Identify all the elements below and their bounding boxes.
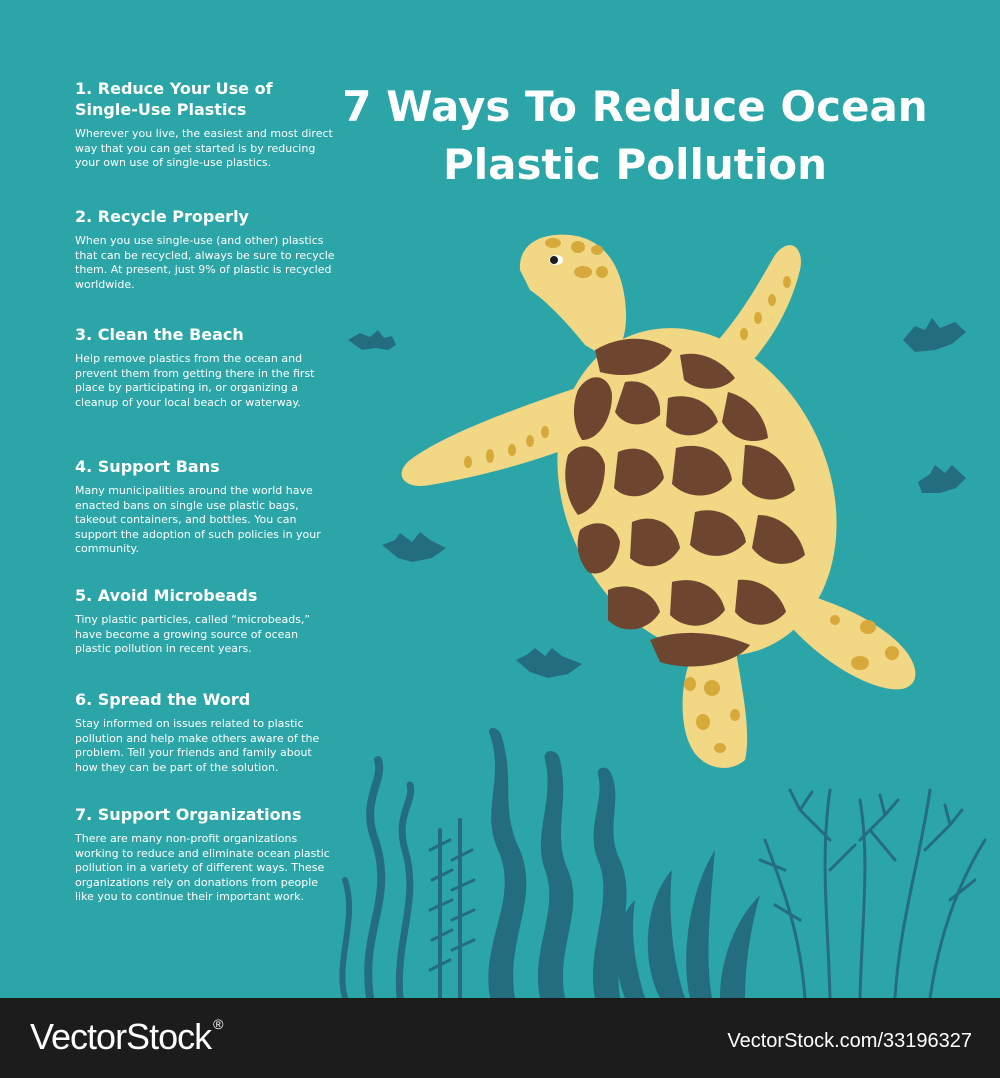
tip-body: Help remove plastics from the ocean and … (75, 352, 315, 409)
seaweed-illustration (339, 756, 987, 998)
tip-body: Wherever you live, the easiest and most … (75, 127, 333, 170)
tip-heading: 1. Reduce Your Use of Single-Use Plastic… (75, 79, 273, 119)
tip-item: 5. Avoid Microbeads Tiny plastic particl… (75, 585, 337, 657)
tip-item: 1. Reduce Your Use of Single-Use Plastic… (75, 78, 337, 171)
tip-body: Stay informed on issues related to plast… (75, 717, 320, 774)
tip-item: 6. Spread the Word Stay informed on issu… (75, 689, 337, 775)
tip-body: Many municipalities around the world hav… (75, 484, 321, 556)
tip-heading: 4. Support Bans (75, 457, 220, 476)
fish-icon (348, 318, 966, 678)
infographic-poster: 7 Ways To Reduce Ocean Plastic Pollution… (75, 78, 987, 998)
image-id: VectorStock.com/33196327 (727, 1030, 972, 1052)
tip-heading: 3. Clean the Beach (75, 325, 244, 344)
tip-item: 2. Recycle Properly When you use single-… (75, 206, 337, 292)
tip-item: 7. Support Organizations There are many … (75, 804, 337, 905)
tip-body: There are many non-profit organizations … (75, 832, 330, 904)
brand-name: VectorStock (30, 1016, 212, 1057)
tip-body: Tiny plastic particles, called “microbea… (75, 613, 311, 656)
tip-heading: 5. Avoid Microbeads (75, 586, 258, 605)
watermark-footer: VectorStock ® VectorStock.com/33196327 (0, 998, 1000, 1078)
sea-turtle-illustration (401, 234, 916, 768)
tip-heading: 2. Recycle Properly (75, 207, 249, 226)
registered-mark: ® (213, 1016, 223, 1032)
tip-item: 3. Clean the Beach Help remove plastics … (75, 324, 337, 410)
tip-heading: 7. Support Organizations (75, 805, 302, 824)
page-title: 7 Ways To Reduce Ocean Plastic Pollution (342, 82, 928, 189)
brand-logo: VectorStock ® (30, 1016, 223, 1058)
ocean-illustration (339, 234, 987, 998)
tip-heading: 6. Spread the Word (75, 690, 251, 709)
tip-item: 4. Support Bans Many municipalities arou… (75, 456, 337, 557)
seaweed-illustration (488, 727, 760, 998)
tip-body: When you use single-use (and other) plas… (75, 234, 335, 291)
